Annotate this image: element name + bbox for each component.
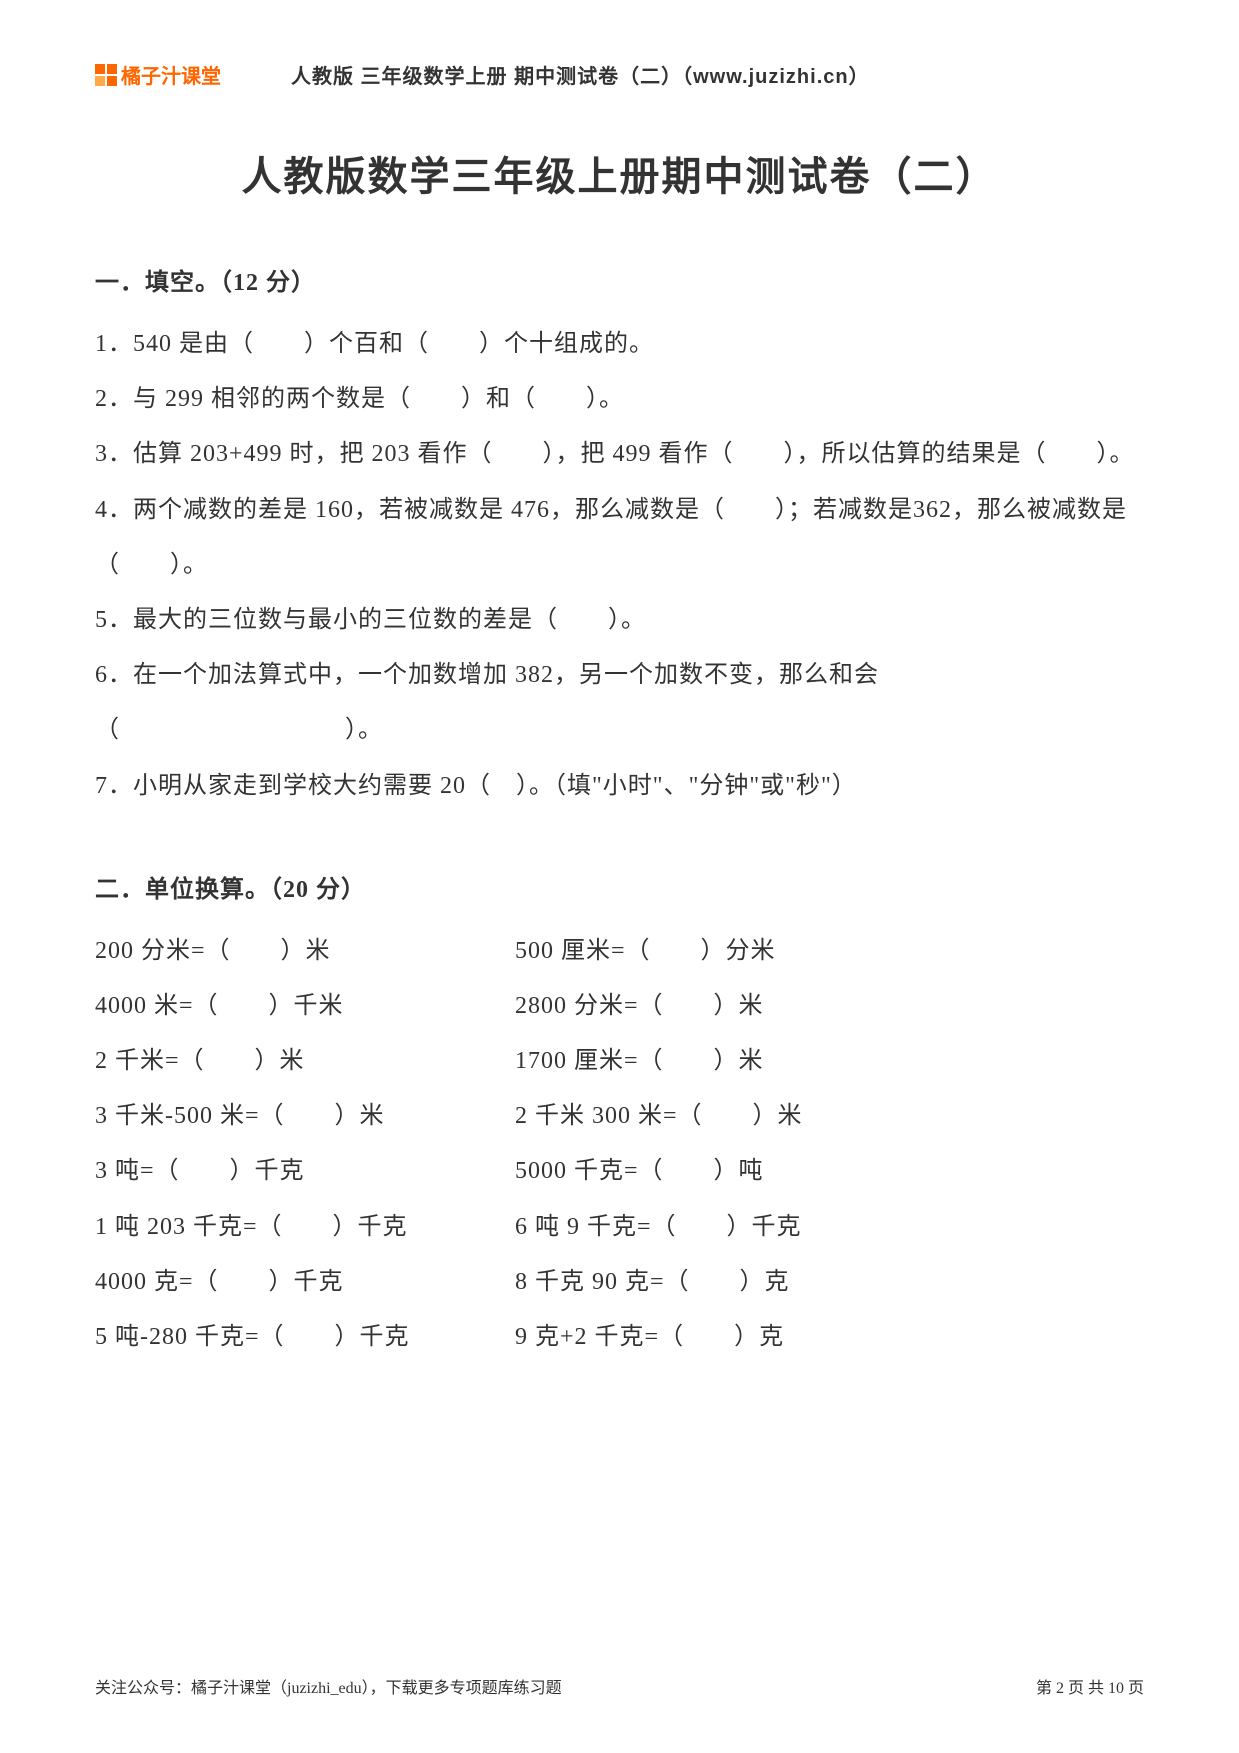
logo-text: 橘子汁课堂: [121, 60, 221, 89]
conversion-cell: 3 吨=（ ）千克: [95, 1144, 515, 1199]
conversion-grid: 200 分米=（ ）米 500 厘米=（ ）分米 4000 米=（ ）千米 28…: [95, 924, 1144, 1366]
conversion-row: 4000 米=（ ）千米 2800 分米=（ ）米: [95, 979, 1144, 1034]
footer: 关注公众号：橘子汁课堂（juzizhi_edu），下载更多专项题库练习题 第 2…: [95, 1674, 1144, 1698]
section2-heading: 二．单位换算。（20 分）: [95, 869, 1144, 904]
conversion-row: 3 吨=（ ）千克 5000 千克=（ ）吨: [95, 1144, 1144, 1199]
conversion-row: 200 分米=（ ）米 500 厘米=（ ）分米: [95, 924, 1144, 979]
conversion-cell: 9 克+2 千克=（ ）克: [515, 1310, 1144, 1365]
conversion-cell: 2800 分米=（ ）米: [515, 979, 1144, 1034]
conversion-cell: 4000 克=（ ）千克: [95, 1255, 515, 1310]
conversion-row: 4000 克=（ ）千克 8 千克 90 克=（ ）克: [95, 1255, 1144, 1310]
conversion-row: 1 吨 203 千克=（ ）千克 6 吨 9 千克=（ ）千克: [95, 1200, 1144, 1255]
section-spacer: [95, 814, 1144, 869]
footer-right: 第 2 页 共 10 页: [1036, 1674, 1144, 1698]
header-subtitle: 人教版 三年级数学上册 期中测试卷（二）（www.juzizhi.cn）: [291, 60, 870, 89]
logo-mark-icon: [95, 64, 117, 86]
footer-left: 关注公众号：橘子汁课堂（juzizhi_edu），下载更多专项题库练习题: [95, 1674, 562, 1698]
question-3: 3．估算 203+499 时，把 203 看作（ ），把 499 看作（ ），所…: [95, 427, 1144, 482]
conversion-cell: 1700 厘米=（ ）米: [515, 1034, 1144, 1089]
conversion-cell: 2 千米 300 米=（ ）米: [515, 1089, 1144, 1144]
logo: 橘子汁课堂: [95, 60, 221, 89]
conversion-cell: 8 千克 90 克=（ ）克: [515, 1255, 1144, 1310]
conversion-cell: 6 吨 9 千克=（ ）千克: [515, 1200, 1144, 1255]
conversion-row: 3 千米-500 米=（ ）米 2 千米 300 米=（ ）米: [95, 1089, 1144, 1144]
question-7: 7．小明从家走到学校大约需要 20（ ）。（填"小时"、"分钟"或"秒"）: [95, 759, 1144, 814]
question-2: 2．与 299 相邻的两个数是（ ）和（ ）。: [95, 372, 1144, 427]
conversion-cell: 2 千米=（ ）米: [95, 1034, 515, 1089]
question-1: 1．540 是由（ ）个百和（ ）个十组成的。: [95, 317, 1144, 372]
conversion-cell: 500 厘米=（ ）分米: [515, 924, 1144, 979]
conversion-cell: 4000 米=（ ）千米: [95, 979, 515, 1034]
page-container: 橘子汁课堂 人教版 三年级数学上册 期中测试卷（二）（www.juzizhi.c…: [0, 0, 1239, 1415]
question-4: 4．两个减数的差是 160，若被减数是 476，那么减数是（ ）；若减数是362…: [95, 483, 1144, 593]
conversion-cell: 5 吨-280 千克=（ ）千克: [95, 1310, 515, 1365]
conversion-cell: 3 千米-500 米=（ ）米: [95, 1089, 515, 1144]
conversion-cell: 200 分米=（ ）米: [95, 924, 515, 979]
conversion-cell: 5000 千克=（ ）吨: [515, 1144, 1144, 1199]
page-title: 人教版数学三年级上册期中测试卷（二）: [95, 144, 1144, 202]
question-6: 6．在一个加法算式中，一个加数增加 382，另一个加数不变，那么和会（ ）。: [95, 648, 1144, 758]
conversion-row: 5 吨-280 千克=（ ）千克 9 克+2 千克=（ ）克: [95, 1310, 1144, 1365]
conversion-row: 2 千米=（ ）米 1700 厘米=（ ）米: [95, 1034, 1144, 1089]
conversion-cell: 1 吨 203 千克=（ ）千克: [95, 1200, 515, 1255]
header: 橘子汁课堂 人教版 三年级数学上册 期中测试卷（二）（www.juzizhi.c…: [95, 60, 1144, 89]
question-5: 5．最大的三位数与最小的三位数的差是（ ）。: [95, 593, 1144, 648]
section1-heading: 一．填空。（12 分）: [95, 262, 1144, 297]
